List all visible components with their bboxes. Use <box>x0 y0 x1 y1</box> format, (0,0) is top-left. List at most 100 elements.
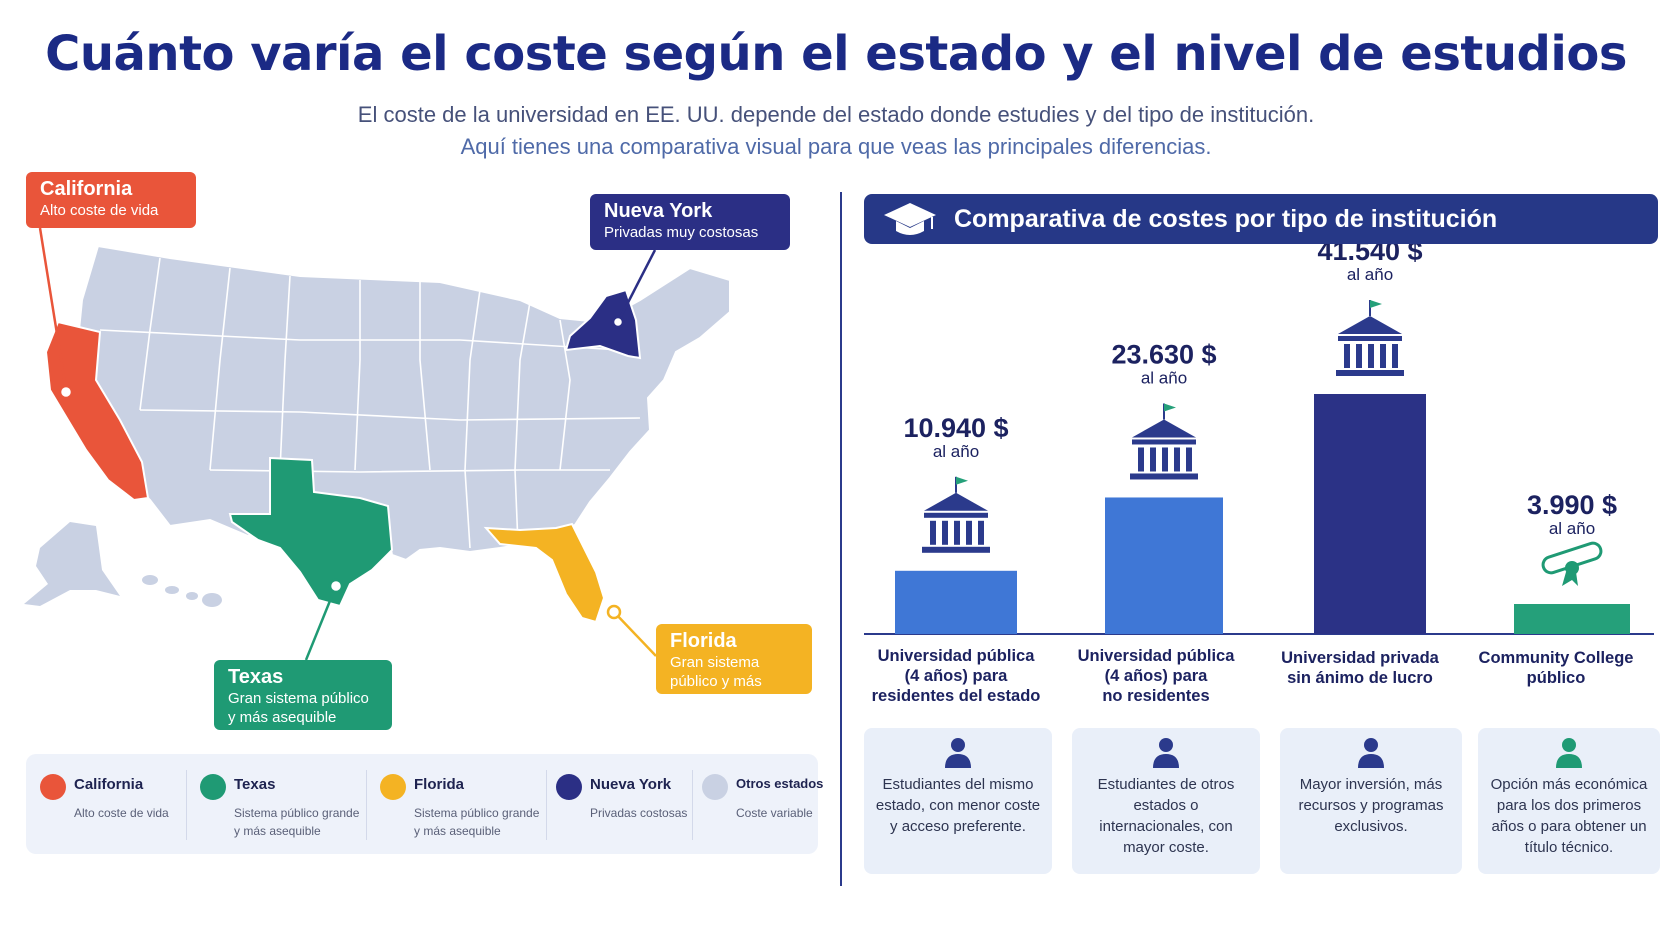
legend-divider <box>366 770 367 840</box>
california-callout-desc: Alto coste de vida <box>40 202 159 219</box>
value-label: 10.940 $ <box>903 413 1008 443</box>
new-york-shape <box>564 288 642 360</box>
new-york-callout: Nueva York Privadas muy costosas <box>590 194 790 250</box>
value-unit-label: al año <box>1347 265 1393 284</box>
category-label-line: Community College <box>1478 649 1634 667</box>
value-label: 41.540 $ <box>1317 244 1422 266</box>
card-text: Opción más económica para los dos primer… <box>1490 776 1648 856</box>
legend-item-california: California Alto coste de vida <box>40 770 180 840</box>
person-icon <box>1556 738 1582 768</box>
hawaii-shape <box>142 575 222 607</box>
category-label-line: (4 años) para <box>1104 667 1208 685</box>
value-label: 3.990 $ <box>1527 490 1617 520</box>
category-label-line: público <box>1526 669 1586 687</box>
legend-desc: Coste variable <box>736 806 813 820</box>
florida-callout-desc: Gran sistema público y más asequible <box>670 654 762 709</box>
category-label-line: Universidad pública <box>877 647 1035 665</box>
value-unit-label: al año <box>933 442 979 461</box>
category-label-line: Universidad privada <box>1281 649 1439 667</box>
category-label-line: sin ánimo de lucro <box>1287 669 1433 687</box>
value-unit-label: al año <box>1141 368 1187 387</box>
florida-marker <box>606 604 622 620</box>
category-label-private-nonprofit: Universidad privada sin ánimo de lucro <box>1262 648 1458 688</box>
person-icon <box>1358 738 1384 768</box>
category-label-public-nonresident: Universidad pública (4 años) para no res… <box>1058 646 1254 706</box>
texas-leader <box>304 585 338 660</box>
texas-marker <box>328 578 344 594</box>
panel-title: Comparativa de costes por tipo de instit… <box>954 205 1498 233</box>
new-york-leader <box>616 249 657 323</box>
university-icon <box>1336 300 1404 376</box>
legend-dot-florida <box>380 774 406 800</box>
card-text: Estudiantes del mismo estado, con menor … <box>875 776 1041 835</box>
graduation-cap-icon <box>884 203 936 235</box>
legend-dot-new-york <box>556 774 582 800</box>
texas-callout-desc: Gran sistema público y más asequible <box>228 690 369 726</box>
diploma-icon <box>1541 541 1603 586</box>
legend-item-texas: Texas Sistema público grande y más asequ… <box>200 770 360 840</box>
person-icon <box>1153 738 1179 768</box>
legend-desc: Sistema público grande y más asequible <box>234 806 360 838</box>
legend-dot-texas <box>200 774 226 800</box>
category-label-line: no residentes <box>1102 687 1210 705</box>
legend-item-new-york: Nueva York Privadas costosas <box>556 770 687 840</box>
card-public-resident: Estudiantes del mismo estado, con menor … <box>864 728 1052 874</box>
california-marker <box>58 384 74 400</box>
florida-callout-title: Florida <box>670 630 737 652</box>
california-callout: California Alto coste de vida <box>26 172 196 228</box>
texas-callout-title: Texas <box>228 666 284 688</box>
legend-desc: Privadas costosas <box>590 806 688 820</box>
california-shape <box>44 320 150 502</box>
vertical-divider <box>840 192 842 886</box>
florida-shape <box>483 522 606 624</box>
california-leader <box>38 227 68 391</box>
value-unit-label: al año <box>1549 519 1595 538</box>
legend-dot-california <box>40 774 66 800</box>
bar <box>1314 394 1426 634</box>
category-label-line: Universidad pública <box>1077 647 1235 665</box>
legend-item-other-states: Otros estados Coste variable <box>702 770 823 840</box>
bar <box>1105 497 1223 634</box>
legend-name: Florida <box>414 776 465 793</box>
legend-desc: Sistema público grande y más asequible <box>414 806 540 838</box>
page-title: Cuánto varía el coste según el estado y … <box>45 26 1627 82</box>
person-icon <box>945 738 971 768</box>
legend-divider <box>546 770 547 840</box>
bar <box>895 570 1017 634</box>
legend-name: Otros estados <box>736 776 824 791</box>
legend-name: California <box>74 776 144 793</box>
usa-map <box>24 227 731 660</box>
card-community-college: Opción más económica para los dos primer… <box>1478 728 1660 874</box>
texas-callout: Texas Gran sistema público y más asequib… <box>214 660 392 730</box>
florida-callout: Florida Gran sistema público y más asequ… <box>656 624 812 709</box>
legend-name: Texas <box>234 776 276 793</box>
texas-shape <box>228 456 394 608</box>
card-text: Mayor inversión, más recursos y programa… <box>1298 776 1444 835</box>
card-public-nonresident: Estudiantes de otros estados o internaci… <box>1072 728 1260 874</box>
legend-name: Nueva York <box>590 776 672 793</box>
alaska-shape <box>24 522 120 606</box>
new-york-callout-desc: Privadas muy costosas <box>604 224 759 241</box>
new-york-marker <box>611 315 625 329</box>
subtitle-line-2: Aquí tienes una comparativa visual para … <box>460 134 1212 159</box>
legend-dot-other-states <box>702 774 728 800</box>
california-callout-title: California <box>40 178 133 200</box>
legend-item-florida: Florida Sistema público grande y más ase… <box>380 770 540 840</box>
category-label-public-resident: Universidad pública (4 años) para reside… <box>850 646 1062 706</box>
card-text: Estudiantes de otros estados o internaci… <box>1097 776 1235 856</box>
legend-divider <box>186 770 187 840</box>
panel-header: Comparativa de costes por tipo de instit… <box>864 194 1658 244</box>
legend-desc: Alto coste de vida <box>74 806 169 820</box>
new-york-callout-title: Nueva York <box>604 200 713 222</box>
card-private-nonprofit: Mayor inversión, más recursos y programa… <box>1280 728 1462 874</box>
map-legend: California Alto coste de vida Texas Sist… <box>26 754 823 854</box>
university-icon <box>922 476 990 553</box>
category-label-line: (4 años) para <box>904 667 1008 685</box>
value-label: 23.630 $ <box>1111 339 1216 369</box>
category-label-line: residentes del estado <box>871 687 1041 705</box>
legend-divider <box>692 770 693 840</box>
subtitle-line-1: El coste de la universidad en EE. UU. de… <box>357 102 1315 127</box>
category-label-community-college: Community College público <box>1458 648 1654 688</box>
bar <box>1514 604 1630 634</box>
